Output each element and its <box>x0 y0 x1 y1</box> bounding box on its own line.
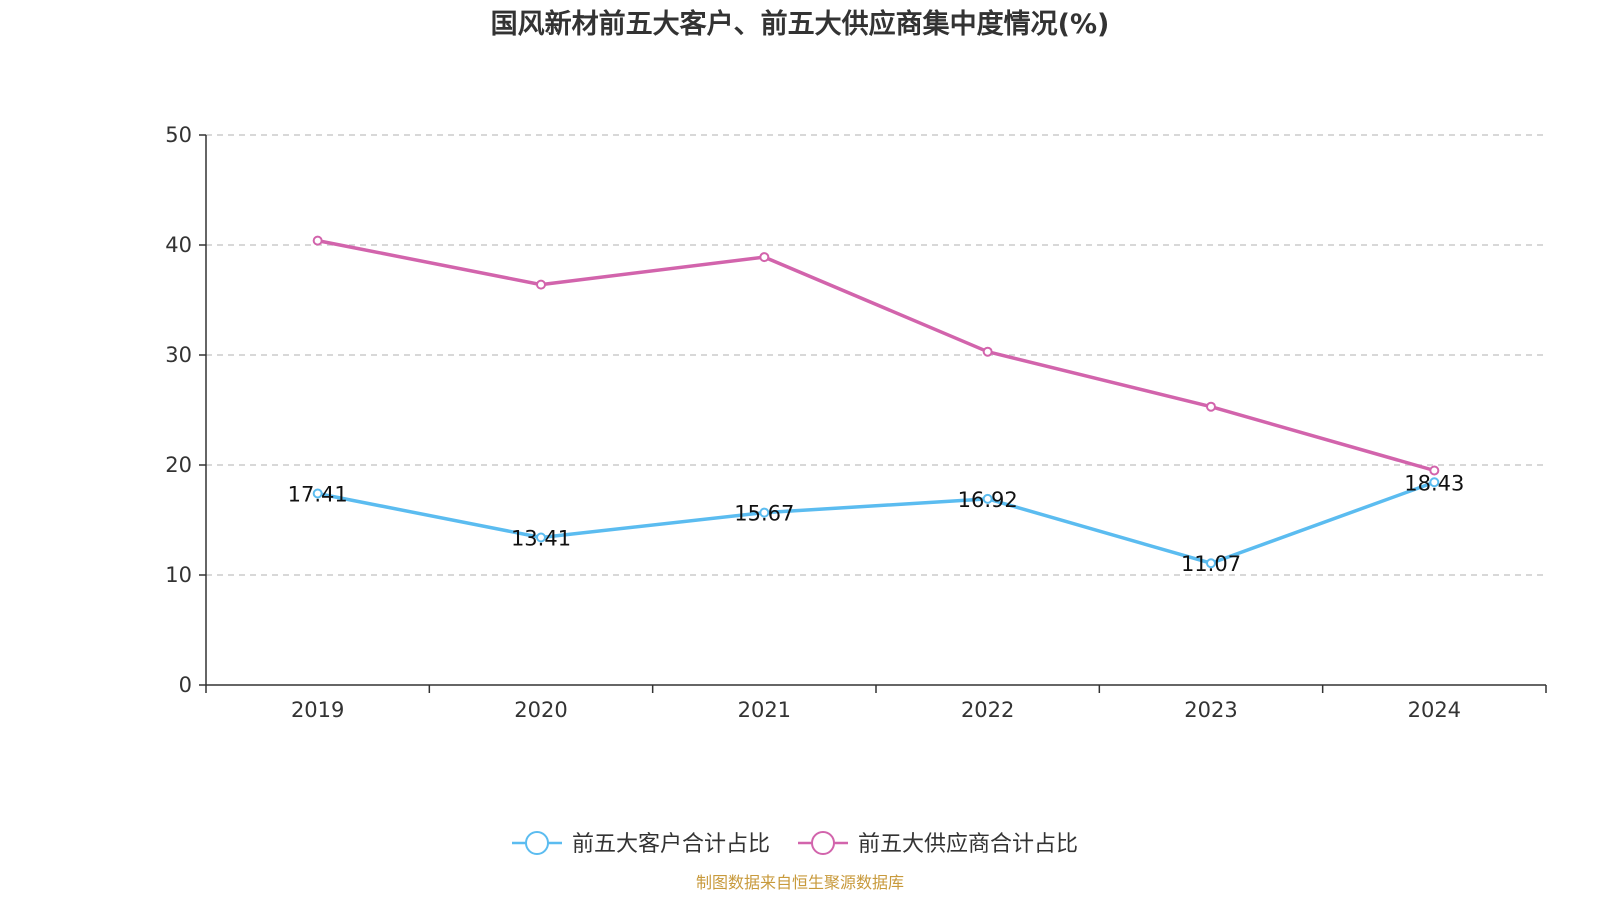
legend-label: 前五大供应商合计占比 <box>858 832 1078 857</box>
data-labels: 17.41 13.41 15.67 16.92 11.07 18.43 <box>288 471 1465 576</box>
data-point <box>1206 401 1216 412</box>
data-label: 11.07 <box>1181 552 1241 576</box>
data-label: 15.67 <box>734 502 794 526</box>
y-tick-label: 40 <box>165 233 192 257</box>
x-tick-label: 2019 <box>291 698 344 722</box>
x-tick-label: 2021 <box>738 698 791 722</box>
y-tick-label: 0 <box>179 673 192 697</box>
chart-title: 国风新材前五大客户、前五大供应商集中度情况(%) <box>491 8 1110 40</box>
legend-item-1: 前五大客户合计占比 <box>512 831 770 857</box>
legend: 前五大客户合计占比 前五大供应商合计占比 <box>512 831 1078 857</box>
series-line-1 <box>317 480 1435 565</box>
axes: 0 10 20 30 40 50 2019 2020 2021 2022 2023 2024 <box>165 123 1547 722</box>
data-point <box>312 488 323 499</box>
legend-label: 前五大客户合计占比 <box>572 832 770 857</box>
data-label: 18.43 <box>1404 471 1464 495</box>
source-note: 制图数据来自恒生聚源数据库 <box>696 873 904 892</box>
legend-item-2: 前五大供应商合计占比 <box>798 831 1078 857</box>
data-point <box>982 493 993 504</box>
data-point <box>1429 465 1440 476</box>
x-tick-label: 2020 <box>514 698 567 722</box>
data-point <box>982 346 993 357</box>
data-point <box>536 532 546 543</box>
data-point <box>759 507 770 518</box>
data-point <box>759 252 770 263</box>
data-label: 13.41 <box>511 526 571 550</box>
data-point <box>536 279 546 290</box>
x-tick-label: 2022 <box>961 698 1014 722</box>
data-label: 16.92 <box>958 488 1018 512</box>
series-line-2 <box>317 238 1435 473</box>
y-tick-label: 50 <box>165 123 192 147</box>
x-tick-label: 2024 <box>1408 698 1461 722</box>
data-point <box>1429 477 1440 488</box>
legend-marker <box>525 831 549 855</box>
series-lines <box>312 235 1440 569</box>
x-tick-label: 2023 <box>1184 698 1237 722</box>
y-tick-label: 30 <box>165 343 192 367</box>
data-point <box>312 235 323 246</box>
y-tick-label: 20 <box>165 453 192 477</box>
legend-marker <box>811 831 835 855</box>
data-label: 17.41 <box>288 482 348 506</box>
grid-lines <box>206 134 1546 576</box>
data-point <box>1206 558 1216 569</box>
y-tick-label: 10 <box>165 563 192 587</box>
